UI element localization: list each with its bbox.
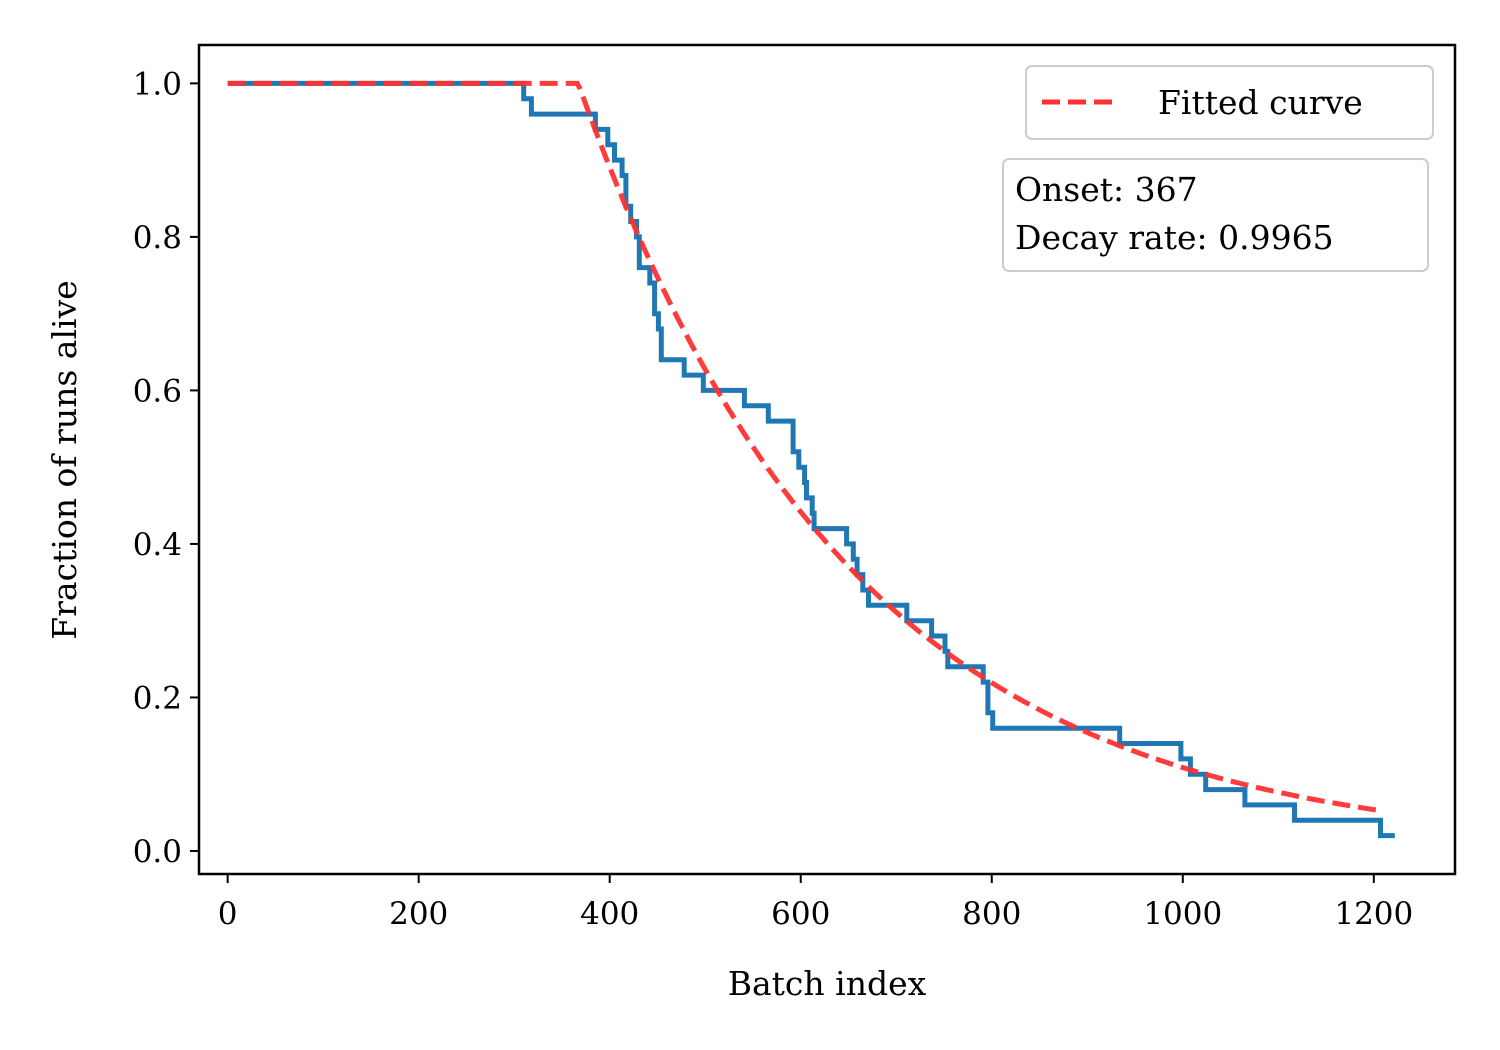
y-tick-label: 1.0 [133,66,182,102]
x-tick-label: 800 [962,896,1021,932]
x-tick-label: 0 [218,896,238,932]
legend-box [1025,65,1434,140]
x-tick-label: 600 [771,896,830,932]
plot-frame [197,43,1457,876]
series-layer [227,80,1395,839]
y-tick-label: 0.8 [133,220,182,256]
x-axis-label: Batch index [728,964,927,1003]
y-tick-label: 0.6 [133,373,182,409]
x-tick-label: 1200 [1334,896,1413,932]
x-tick-label: 400 [580,896,639,932]
legend-label-fitted-curve: Fitted curve [1158,83,1363,122]
y-tick-label: 0.0 [133,834,182,870]
x-axis-ticks: 0 200 400 600 800 1000 1200 [218,874,1413,932]
fit-annotation-box: Onset: 367 Decay rate: 0.9965 [1002,158,1429,272]
y-tick-label: 0.4 [133,527,182,563]
x-tick-label: 200 [389,896,448,932]
y-axis-label: Fraction of runs alive [45,280,84,640]
annotation-onset: Onset: 367 [1015,170,1198,209]
annotation-box [1002,158,1429,272]
y-axis-ticks: 0.0 0.2 0.4 0.6 0.8 1.0 [133,66,199,870]
annotation-decay-rate: Decay rate: 0.9965 [1015,218,1334,257]
fitted-curve-line [227,80,1381,814]
legend: Fitted curve [1025,65,1434,140]
y-tick-label: 0.2 [133,680,182,716]
x-tick-label: 1000 [1143,896,1222,932]
